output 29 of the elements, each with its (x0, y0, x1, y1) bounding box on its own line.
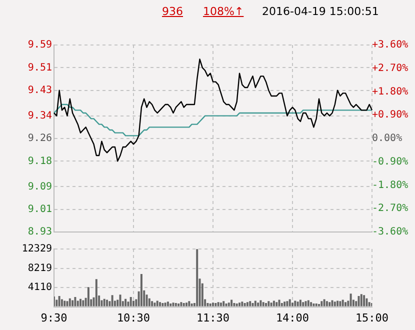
y-tick-label: 9.59 (28, 40, 52, 51)
x-tick-label: 14:00 (276, 311, 310, 324)
y-tick-label: 12329 (22, 244, 52, 255)
y-tick-label: 9.26 (28, 133, 52, 144)
y-tick-label: 8219 (28, 262, 52, 274)
y2-tick-label: -2.70% (372, 203, 408, 214)
y2-tick-label: -0.90% (372, 156, 408, 168)
chart-title: 2016-04-19 15:00:51 (262, 5, 379, 18)
y-tick-label: 9.18 (28, 156, 52, 167)
y-tick-label: 9.01 (28, 204, 52, 215)
text: 936 (162, 5, 183, 18)
x-tick-label: 10:30 (116, 311, 150, 324)
y-tick-label: 9.34 (28, 110, 52, 122)
y-tick-label: 4110 (28, 282, 52, 294)
y2-tick-label: +0.90% (372, 110, 408, 121)
x-tick-label: 9:30 (40, 311, 68, 324)
y2-tick-label: -1.80% (372, 180, 408, 191)
y2-tick-label: +3.60% (372, 40, 408, 51)
x-tick-label: 15:00 (355, 311, 389, 324)
x-tick-label: 11:30 (196, 311, 230, 324)
y-tick-label: 8.93 (28, 226, 52, 238)
y-tick-label: 9.43 (28, 84, 52, 96)
y-tick-label: 9.51 (28, 62, 52, 74)
y2-tick-label: 0.00% (372, 133, 402, 144)
y-tick-label: 9.09 (28, 181, 52, 192)
y2-tick-label: +1.80% (372, 86, 408, 98)
y2-tick-label: -3.60% (372, 226, 408, 238)
text: 108%↑ (203, 5, 244, 18)
y2-tick-label: +2.70% (372, 62, 408, 74)
